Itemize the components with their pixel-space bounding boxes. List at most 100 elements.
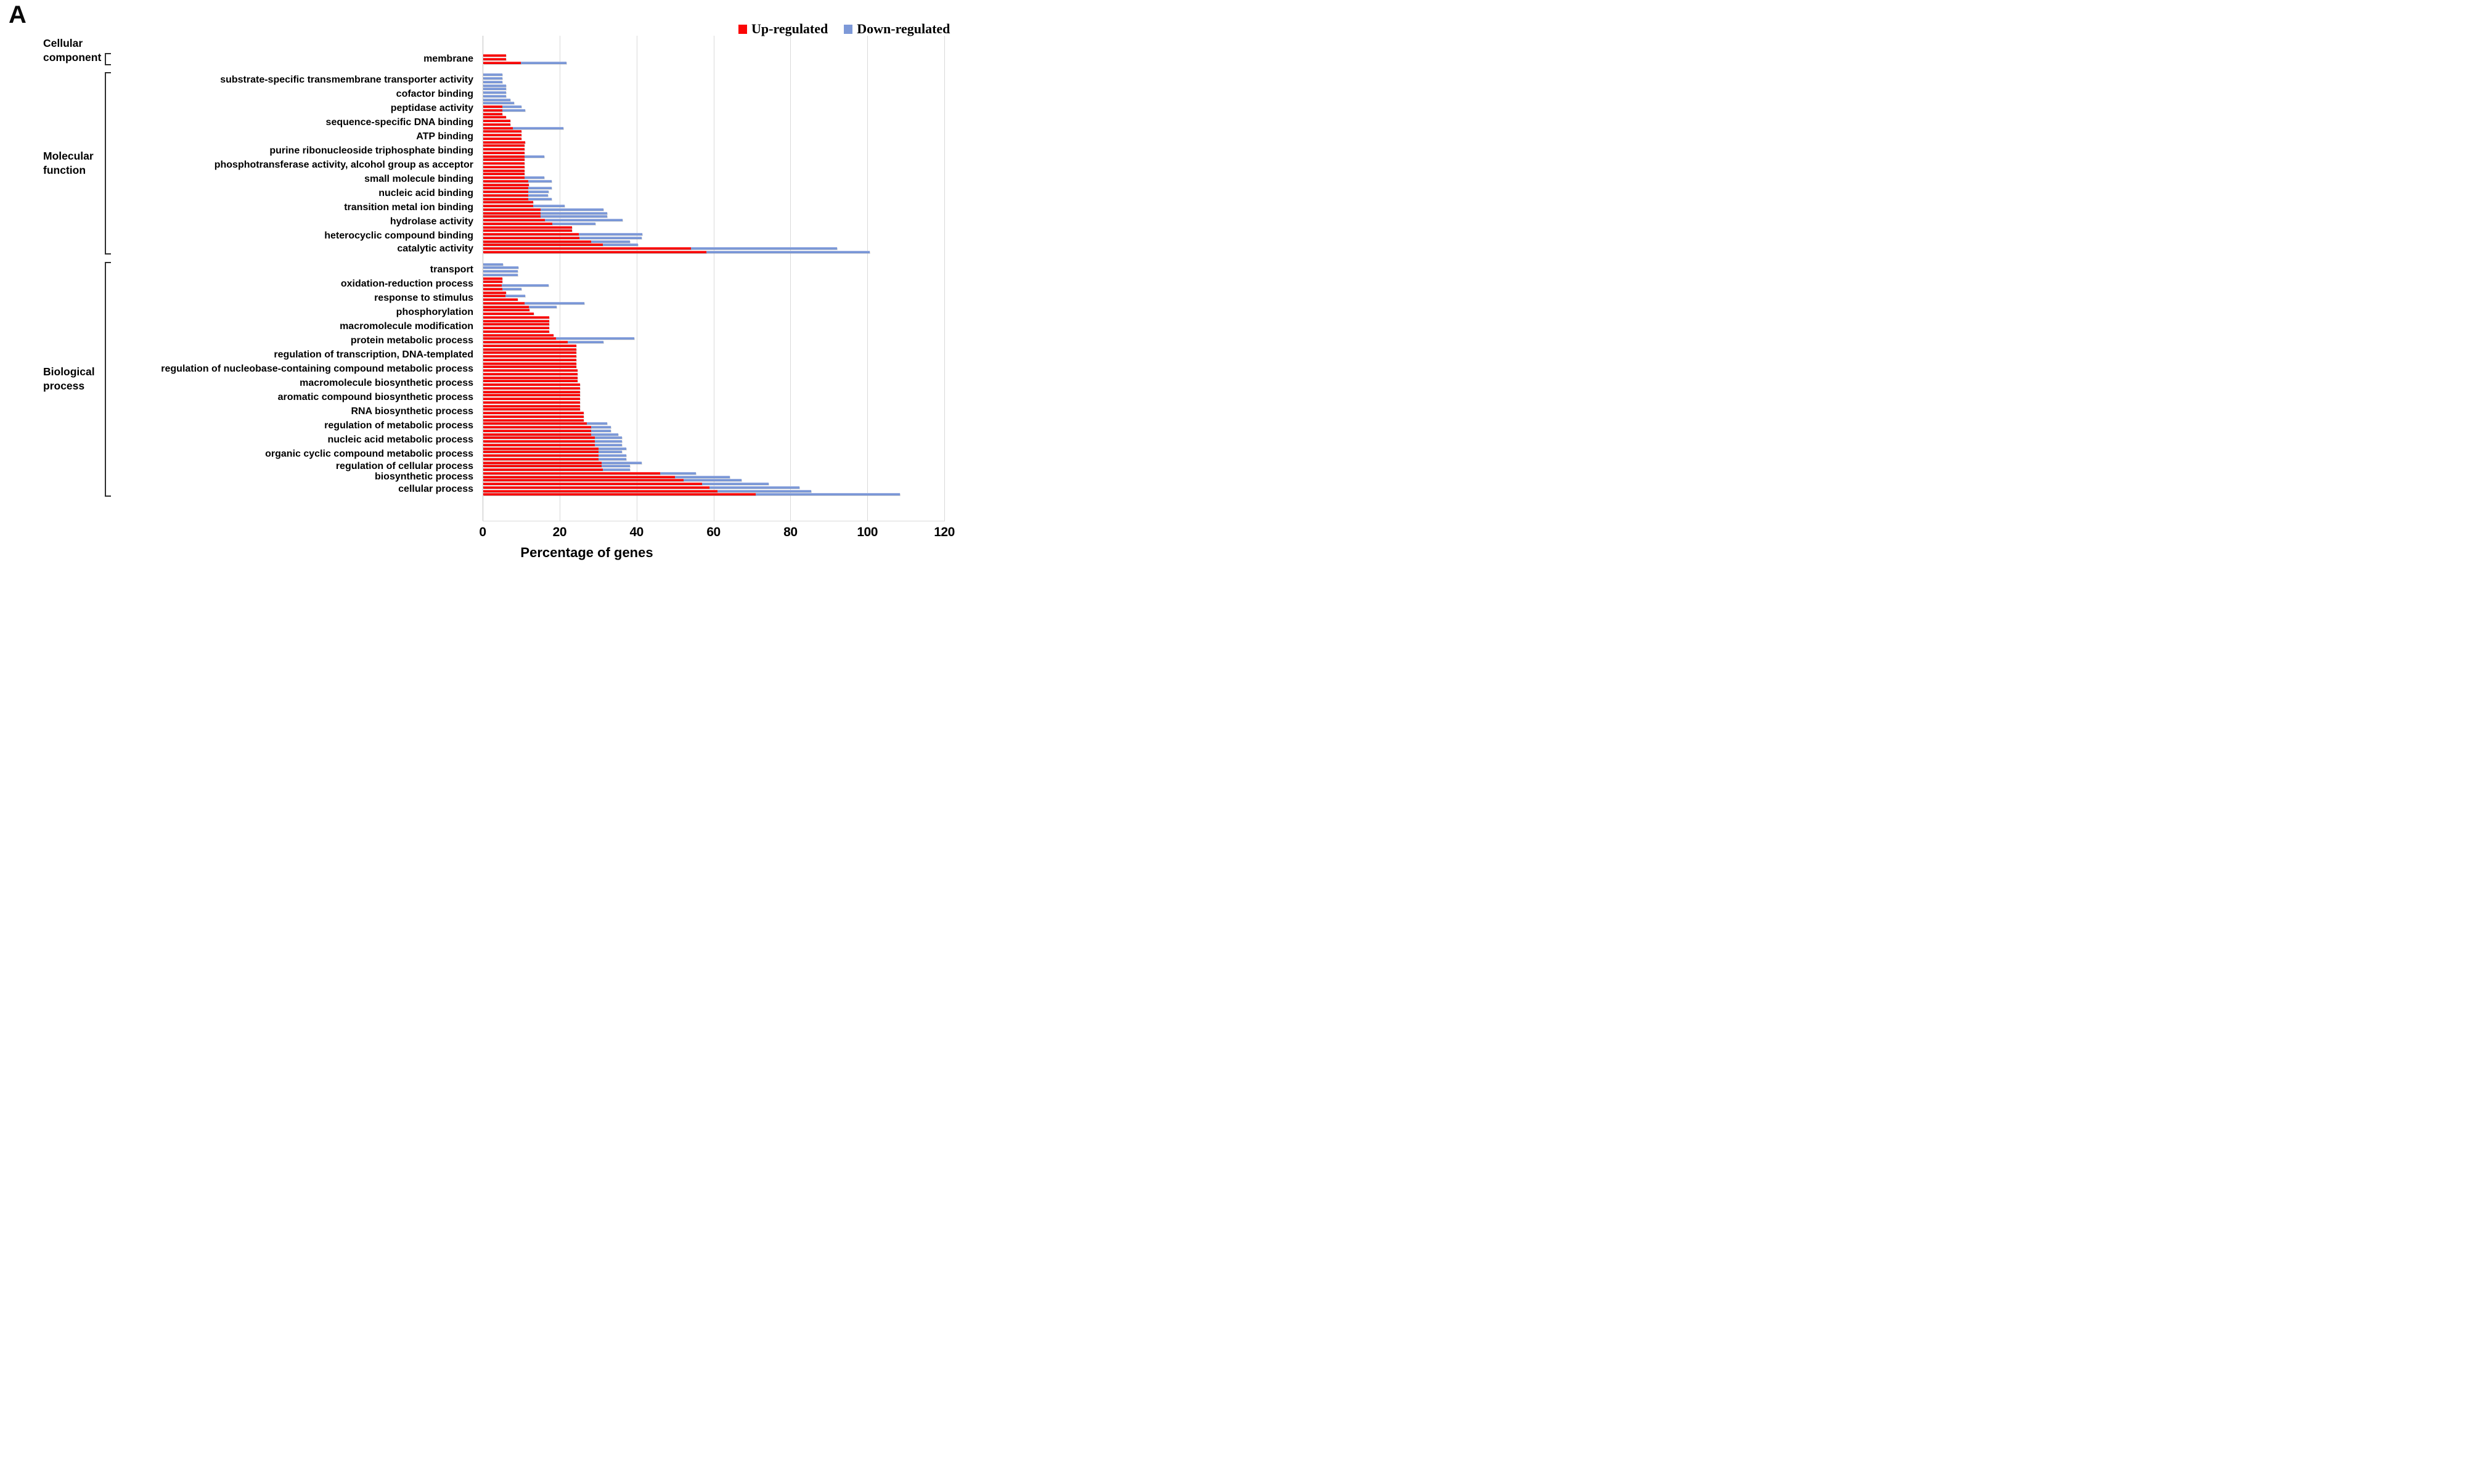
down-regulated-bar	[483, 91, 507, 94]
bar-row	[483, 323, 945, 326]
bar-row	[483, 436, 945, 439]
down-regulated-bar	[483, 337, 634, 340]
bar-row	[483, 327, 945, 330]
x-axis-tick-80: 80	[783, 525, 798, 539]
up-regulated-bar	[483, 323, 549, 326]
bar-row	[483, 475, 945, 478]
legend-item-down: Down-regulated	[844, 21, 950, 37]
up-regulated-bar	[483, 229, 573, 232]
category-label-line: process	[43, 380, 85, 393]
bar-row	[483, 165, 945, 168]
bar-row	[483, 229, 945, 232]
up-regulated-bar	[483, 426, 591, 429]
legend: Up-regulated Down-regulated	[738, 21, 950, 37]
category-label-molecular-function: Molecular function	[43, 149, 94, 177]
bar-row	[483, 383, 945, 386]
down-regulated-bar	[483, 263, 503, 266]
bar-row	[483, 358, 945, 361]
bar-row	[483, 412, 945, 415]
up-regulated-bar	[483, 348, 576, 351]
up-regulated-bar	[483, 226, 573, 229]
term-label: hydrolase activity	[390, 216, 473, 227]
bar-row	[483, 120, 945, 123]
up-regulated-bar	[483, 380, 578, 383]
up-regulated-bar	[483, 390, 580, 393]
bar-row	[483, 187, 945, 190]
category-bracket	[105, 72, 111, 255]
up-regulated-bar	[483, 280, 503, 283]
bar-row	[483, 309, 945, 312]
bar-row	[483, 362, 945, 365]
bar-row	[483, 447, 945, 450]
up-regulated-bar	[483, 169, 525, 172]
bar-row	[483, 493, 945, 496]
bar-row	[483, 173, 945, 176]
up-regulated-bar	[483, 489, 718, 492]
bar-row	[483, 337, 945, 340]
term-label: small molecule binding	[364, 174, 473, 185]
down-regulated-bar	[483, 215, 607, 218]
bar-row	[483, 280, 945, 283]
bar-row	[483, 415, 945, 418]
bar-row	[483, 483, 945, 486]
bar-row	[483, 158, 945, 161]
down-regulated-swatch-icon	[844, 24, 853, 34]
bar-row	[483, 295, 945, 298]
gridline-80	[790, 36, 791, 521]
up-regulated-bar	[483, 433, 591, 436]
up-regulated-bar	[483, 493, 756, 496]
bar-row	[483, 390, 945, 393]
bar-row	[483, 479, 945, 482]
up-regulated-bar	[483, 465, 602, 468]
down-regulated-bar	[483, 270, 518, 273]
term-label: cofactor binding	[396, 89, 473, 100]
bar-row	[483, 61, 945, 64]
bar-row	[483, 208, 945, 211]
up-regulated-bar	[483, 141, 525, 144]
term-label: nucleic acid binding	[378, 188, 473, 199]
down-regulated-bar	[483, 94, 507, 97]
up-regulated-bar	[483, 383, 580, 386]
bar-row	[483, 54, 945, 57]
up-regulated-bar	[483, 369, 578, 372]
term-label: ATP binding	[416, 131, 473, 142]
bar-row	[483, 98, 945, 101]
down-regulated-bar	[483, 88, 507, 91]
up-regulated-bar	[483, 447, 599, 450]
up-regulated-bar	[483, 436, 595, 439]
bar-row	[483, 351, 945, 354]
bar-row	[483, 126, 945, 129]
bar-row	[483, 433, 945, 436]
bar-row	[483, 73, 945, 76]
bar-row	[483, 236, 945, 239]
panel-label: A	[9, 1, 27, 28]
bar-row	[483, 197, 945, 200]
gridline-120	[944, 36, 945, 521]
down-regulated-bar	[483, 84, 507, 87]
bar-row	[483, 277, 945, 280]
bar-row	[483, 201, 945, 204]
bar-row	[483, 454, 945, 457]
bar-row	[483, 94, 945, 97]
up-regulated-bar	[483, 344, 576, 347]
up-regulated-bar	[483, 418, 584, 422]
bar-row	[483, 141, 945, 144]
up-regulated-bar	[483, 298, 518, 301]
up-regulated-bar	[483, 461, 602, 464]
term-label: peptidase activity	[390, 103, 473, 114]
down-regulated-bar	[483, 208, 603, 211]
bar-row	[483, 341, 945, 344]
term-label: regulation of metabolic process	[324, 420, 473, 431]
down-regulated-bar	[483, 80, 503, 83]
bar-row	[483, 429, 945, 432]
up-regulated-bar	[483, 305, 529, 308]
bar-row	[483, 284, 945, 287]
bar-row	[483, 422, 945, 425]
up-regulated-bar	[483, 183, 529, 186]
bar-row	[483, 266, 945, 269]
up-regulated-bar	[483, 112, 503, 115]
bar-row	[483, 348, 945, 351]
up-regulated-bar	[483, 450, 599, 454]
bar-row	[483, 222, 945, 225]
bar-row	[483, 440, 945, 443]
